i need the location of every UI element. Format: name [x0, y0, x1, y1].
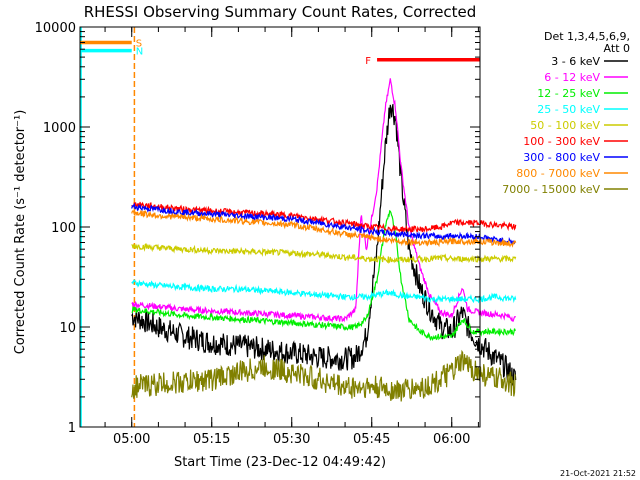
y-tick-label-2: 100	[51, 221, 76, 236]
series-line-1	[131, 78, 517, 324]
x-tick-label-3: 05:45	[353, 432, 390, 447]
x-axis-label: Start Time (23-Dec-12 04:49:42)	[174, 455, 386, 470]
legend-label-7: 800 - 7000 keV	[516, 167, 600, 180]
legend-label-2: 12 - 25 keV	[537, 87, 600, 100]
x-axis: 05:00 05:15 05:30 05:45 06:00	[104, 27, 479, 447]
x-tick-label-2: 05:30	[273, 432, 310, 447]
flag-label-0: S	[136, 38, 142, 49]
legend-label-4: 50 - 100 keV	[530, 119, 600, 132]
series-line-6	[131, 202, 516, 246]
legend-header-1: Att 0	[604, 42, 630, 55]
series-line-3	[131, 279, 517, 304]
series-line-5	[131, 201, 517, 234]
series-line-4	[131, 242, 517, 264]
flag-label-1: N	[136, 47, 143, 58]
series-line-0	[131, 104, 517, 388]
timestamp: 21-Oct-2021 21:52	[560, 469, 636, 478]
legend-label-3: 25 - 50 keV	[537, 103, 600, 116]
legend-label-5: 100 - 300 keV	[523, 135, 600, 148]
legend-header-0: Det 1,3,4,5,6,9,	[544, 30, 630, 43]
flag-label-3: F	[365, 56, 371, 67]
series-line-7	[131, 209, 517, 248]
y-axis-label: Corrected Count Rate (s⁻¹ detector⁻¹)	[13, 110, 28, 355]
x-tick-label-0: 05:00	[113, 432, 150, 447]
x-tick-label-1: 05:15	[193, 432, 230, 447]
plot-area: SN F	[80, 27, 517, 427]
series-line-2	[131, 209, 516, 342]
legend-label-8: 7000 - 15000 keV	[502, 183, 600, 196]
legend-label-0: 3 - 6 keV	[551, 55, 600, 68]
legend: Det 1,3,4,5,6,9,Att 0 3 - 6 keV 6 - 12 keV…	[502, 30, 630, 196]
y-tick-label-3: 1000	[43, 121, 76, 136]
chart-title: RHESSI Observing Summary Count Rates, Co…	[84, 3, 477, 21]
y-tick-label-4: 10000	[35, 21, 76, 36]
series-line-8	[131, 349, 517, 402]
y-tick-label-1: 10	[59, 321, 76, 336]
y-axis: 1 10 100 1000 10000	[35, 21, 480, 436]
legend-label-1: 6 - 12 keV	[544, 71, 600, 84]
legend-label-6: 300 - 800 keV	[523, 151, 600, 164]
x-tick-label-4: 06:00	[433, 432, 470, 447]
y-tick-label-0: 1	[68, 421, 76, 436]
